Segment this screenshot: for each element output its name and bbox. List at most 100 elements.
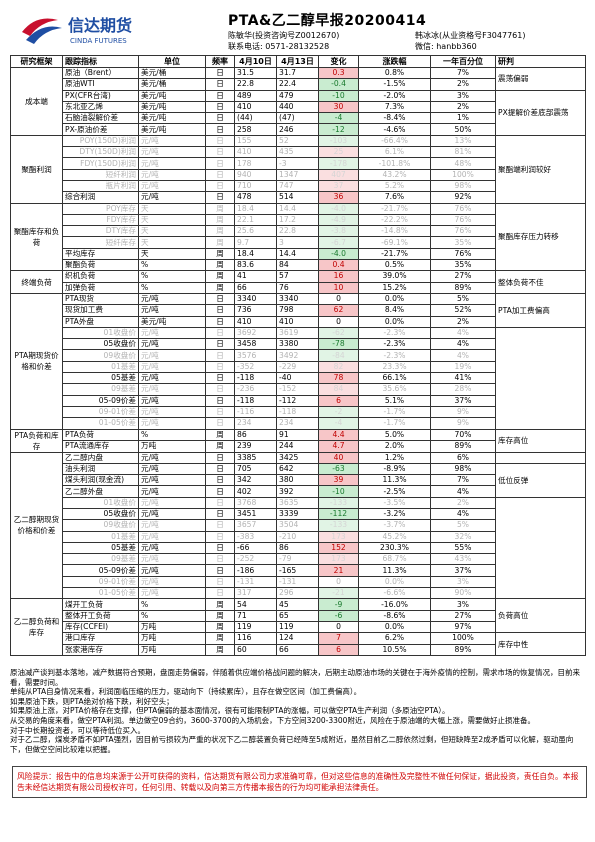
cell: -165 bbox=[276, 564, 319, 577]
cell: -8.4% bbox=[358, 112, 431, 125]
cell: 元/吨 bbox=[138, 394, 206, 407]
cell: 乙二醇外盘 bbox=[62, 485, 139, 498]
cell: 元/吨 bbox=[138, 157, 206, 170]
phone: 联系电话: 0571-28132528 bbox=[228, 42, 330, 51]
cell: (47) bbox=[276, 112, 319, 125]
cell: 元/吨 bbox=[138, 405, 206, 419]
cell: -383 bbox=[234, 530, 277, 543]
cell: 62 bbox=[318, 304, 359, 317]
section-name: 终端负荷 bbox=[10, 270, 63, 294]
cell: PTA外盘 bbox=[62, 315, 139, 328]
cell: -0.4 bbox=[318, 78, 359, 91]
cell: (44) bbox=[234, 112, 277, 125]
cell: 90% bbox=[430, 587, 496, 600]
section-name: 乙二醇负荷和库存 bbox=[10, 598, 63, 656]
verdict: 聚酯库存压力转移 bbox=[495, 202, 586, 272]
cell: -78 bbox=[318, 338, 359, 351]
note: 对于中长期投资者，可以等待低位买入。 bbox=[10, 725, 145, 735]
cell: 31.5 bbox=[234, 66, 277, 80]
table-row: 石脑油裂解价差 美元/吨日 (44) (47) -4 -8.4% 1% bbox=[11, 112, 586, 125]
cell: 89% bbox=[430, 440, 496, 453]
cell: 152 bbox=[318, 541, 359, 555]
cell: 66 bbox=[276, 643, 319, 656]
cell: 05-09价差 bbox=[62, 564, 139, 577]
cell: 日 bbox=[205, 315, 235, 328]
cell: 日 bbox=[205, 564, 235, 577]
cell: 28% bbox=[430, 383, 496, 396]
cell: 日 bbox=[205, 100, 235, 114]
logo-wing bbox=[26, 26, 62, 44]
note: 如果原油上涨，对PTA价格存在支撑，但PTA偏弱的基本面情况，很有可能限制PTA… bbox=[10, 706, 450, 716]
cell: -131 bbox=[276, 575, 319, 589]
cell: % bbox=[138, 428, 206, 441]
cell: 86 bbox=[234, 428, 277, 441]
table-row: 05基差 元/吨日 -66 86 152 230.3% 55% bbox=[11, 541, 586, 555]
cell: 258 bbox=[234, 123, 277, 136]
cell: -210 bbox=[276, 530, 319, 543]
note: 从交易的角度来看，做空PTA利润。单边做空09合约，3600-3700的入场机会… bbox=[10, 715, 535, 725]
table-row: 聚酯库存和负荷 POY库存天周 18.4 14.4 -4.0 -21.7% 76% 聚酯库存压… bbox=[10, 202, 586, 272]
table-row: 乙二醇期现货价格和价差 乙二醇内盘 元/吨日 3385 3425 40 1.2% 6% bbox=[10, 451, 586, 600]
cell: -9 bbox=[318, 598, 359, 611]
cell: 3619 bbox=[276, 326, 319, 340]
cell: -1.7% bbox=[358, 417, 431, 430]
cell: 410 bbox=[234, 100, 277, 114]
cell: 37% bbox=[430, 564, 496, 577]
cell: 30 bbox=[318, 100, 359, 114]
cell: 296 bbox=[276, 587, 319, 600]
analyst: 陈敏华(投资咨询号Z0012670) bbox=[228, 31, 340, 40]
cell: PTA流通库存 bbox=[62, 440, 139, 453]
cell: 41 bbox=[234, 270, 277, 283]
cell: 2% bbox=[430, 78, 496, 91]
cell: 3340 bbox=[276, 292, 319, 306]
cell: 天 bbox=[138, 236, 206, 249]
cell: 元/吨 bbox=[138, 530, 206, 543]
table-row: 聚酯利润 POY(150D)利润 元/吨日 155 52 -103 -66.4% 13% 聚酯端… bbox=[10, 134, 586, 204]
table-row: 01-05价差 元/吨日 317 296 -21 -6.6% 90% bbox=[11, 587, 586, 600]
cell: 周 bbox=[205, 236, 235, 249]
cell: 0.0% bbox=[358, 292, 431, 306]
cell: 76% bbox=[430, 247, 496, 261]
cell: 3492 bbox=[276, 349, 319, 362]
cell: 日 bbox=[205, 179, 235, 193]
verdict: 低位反弹 bbox=[495, 462, 586, 498]
cell: 43% bbox=[430, 553, 496, 566]
cell: 3340 bbox=[234, 292, 277, 306]
cell: 342 bbox=[234, 474, 277, 487]
cell: -4.6% bbox=[358, 123, 431, 136]
cell: POY(150D)利润 bbox=[62, 134, 139, 148]
cell: -6 bbox=[318, 609, 359, 622]
cell: 119 bbox=[276, 620, 319, 634]
cell: 元/吨 bbox=[138, 417, 206, 430]
cell: % bbox=[138, 270, 206, 283]
cell: 3% bbox=[430, 598, 496, 611]
logo-en: CINDA FUTURES bbox=[70, 37, 127, 45]
table-row: 05基差 元/吨日 -118 -40 78 66.1% 41% bbox=[11, 372, 586, 385]
cell: 3504 bbox=[276, 519, 319, 532]
column-header: 4月10日 bbox=[234, 55, 277, 68]
cell: 380 bbox=[276, 474, 319, 487]
table-row: 库存(CCFEI) 万吨周 119 119 0 0.0% 97% bbox=[11, 620, 586, 634]
cell: 7.3% bbox=[358, 100, 431, 114]
cell: 92% bbox=[430, 191, 496, 204]
logo-wing bbox=[22, 18, 58, 36]
cell: 元/吨 bbox=[138, 304, 206, 317]
cell: 78 bbox=[318, 372, 359, 385]
cell: 89% bbox=[430, 643, 496, 656]
cell: 100% bbox=[430, 168, 496, 181]
cell: 元/吨 bbox=[138, 134, 206, 148]
cell: 11.3% bbox=[358, 564, 431, 577]
cell: 3339 bbox=[276, 507, 319, 521]
cell: 元/吨 bbox=[138, 338, 206, 351]
cell: 周 bbox=[205, 213, 235, 227]
cell: 元/吨 bbox=[138, 485, 206, 498]
cell: 22.8 bbox=[276, 225, 319, 238]
table-row: 乙二醇负荷和库存 煤开工负荷% 周 54 45 -9 -16.0% 3% 负荷高位 bbox=[10, 598, 586, 656]
cell: DTY(150D)利润 bbox=[62, 146, 139, 159]
cell: 9.7 bbox=[234, 236, 277, 249]
verdict: 库存中性 bbox=[495, 632, 586, 656]
cell: 周 bbox=[205, 428, 235, 441]
cell: 435 bbox=[276, 146, 319, 159]
cell: 18.4 bbox=[234, 202, 277, 215]
column-header: 跟踪指标 bbox=[62, 55, 139, 68]
